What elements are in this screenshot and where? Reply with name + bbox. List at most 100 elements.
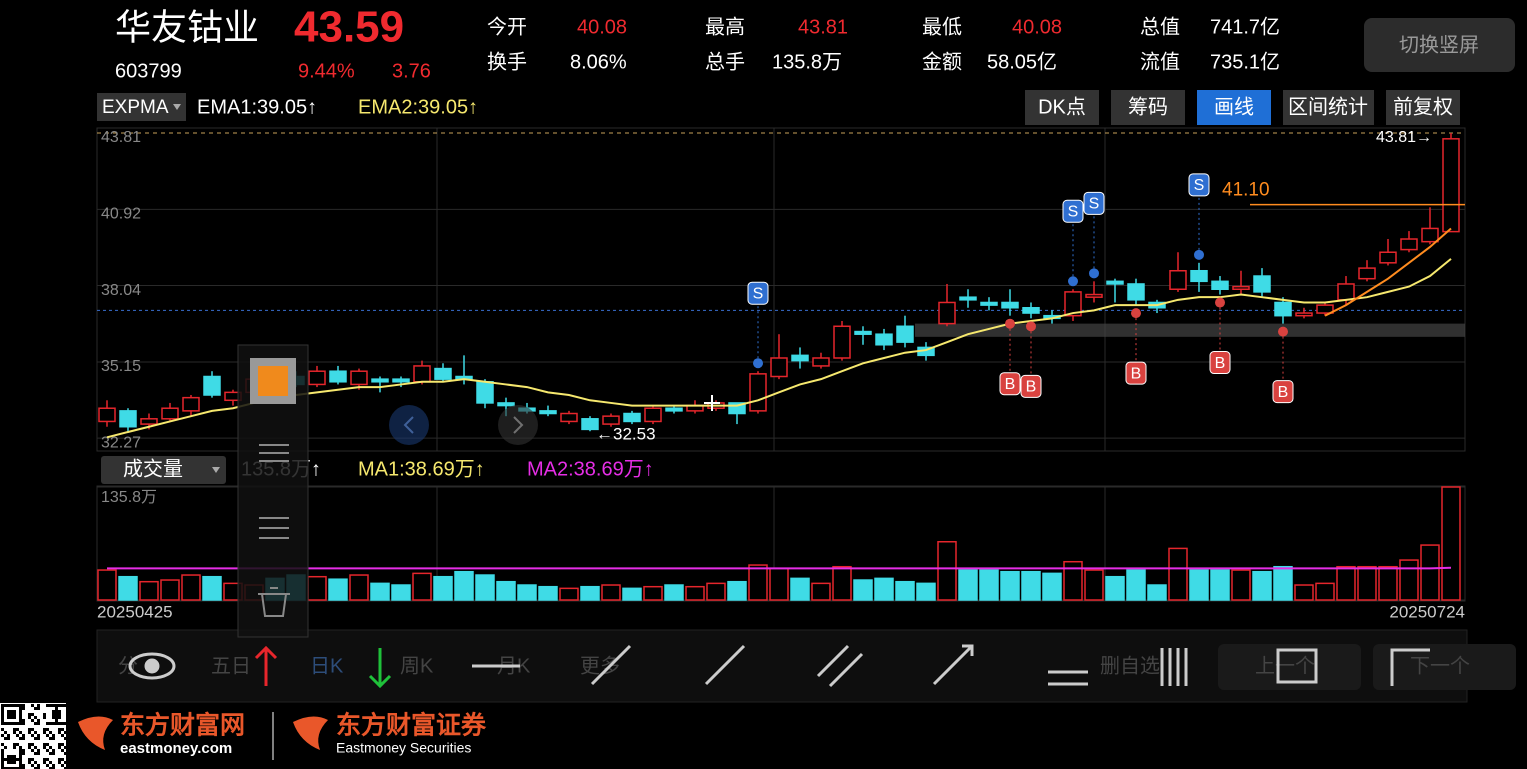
qr-cell — [46, 734, 49, 737]
switch-button[interactable] — [1364, 18, 1515, 72]
qr-cell — [19, 752, 22, 755]
color-swatch[interactable] — [258, 366, 288, 396]
pan-left[interactable] — [389, 405, 429, 445]
candle-body — [434, 367, 452, 380]
signal-label: B — [1005, 376, 1016, 393]
qr-cell — [16, 758, 19, 761]
button[interactable] — [1283, 90, 1374, 125]
dropdown-arrow — [212, 467, 220, 473]
candle-body — [1421, 227, 1439, 243]
qr-cell — [43, 758, 46, 761]
qr-cell — [52, 749, 55, 752]
qr-cell — [43, 728, 46, 731]
qr-cell — [37, 767, 40, 769]
qr-cell — [49, 761, 52, 764]
line-style-icons[interactable] — [258, 444, 290, 617]
qr-cell — [61, 764, 64, 767]
qr-cell — [58, 716, 61, 719]
volume-bar — [979, 569, 999, 601]
candle-body — [833, 325, 851, 359]
qr-cell — [58, 728, 61, 731]
volume-bar — [1168, 547, 1188, 601]
qr-cell — [52, 704, 55, 707]
qr-cell — [13, 728, 16, 731]
toolbar-button[interactable] — [1218, 644, 1361, 690]
button-label[interactable]: 区间统计 — [1288, 95, 1368, 118]
volume-bar — [97, 569, 117, 601]
button[interactable] — [1111, 90, 1185, 125]
qr-cell — [7, 710, 10, 713]
candle-body — [476, 381, 494, 404]
button-label[interactable]: 前复权 — [1393, 95, 1453, 118]
qr-cell — [16, 734, 19, 737]
qr-cell — [4, 758, 7, 761]
indicator-select[interactable] — [97, 93, 186, 121]
price: 43.59 — [294, 3, 404, 52]
volume-select[interactable] — [101, 456, 226, 484]
toolbar-item[interactable]: 五日 — [211, 655, 251, 677]
candle-body — [1001, 301, 1019, 309]
qr-cell — [37, 764, 40, 767]
drawing-tools[interactable] — [128, 644, 1430, 689]
volume-bar — [1021, 570, 1041, 601]
button[interactable] — [1197, 90, 1271, 125]
y-tick-label: 40.92 — [101, 206, 141, 223]
button-label[interactable]: DK点 — [1038, 95, 1086, 118]
volume-bar — [1273, 565, 1293, 601]
qr-cell — [22, 749, 25, 752]
qr-cell — [13, 713, 16, 716]
logo-mark — [78, 716, 113, 750]
qr-code — [0, 703, 67, 769]
switch-button-label[interactable]: 切换竖屏 — [1399, 33, 1479, 56]
stat-label: 流值 — [1140, 50, 1180, 73]
volume-bar — [1378, 565, 1398, 601]
qr-cell — [31, 764, 34, 767]
volume-bar — [643, 585, 663, 601]
chart-frame — [96, 127, 1466, 602]
volume-bar — [1189, 569, 1209, 601]
qr-cell — [28, 746, 31, 749]
button[interactable] — [1386, 90, 1460, 125]
qr-cell — [55, 716, 58, 719]
qr-cell — [34, 716, 37, 719]
qr-cell — [64, 752, 67, 755]
stat-value: 40.08 — [1012, 16, 1062, 38]
toolbar-item[interactable]: 删自选 — [1100, 654, 1160, 677]
qr-cell — [31, 743, 34, 746]
volume-bar — [349, 574, 369, 601]
support-zone — [915, 323, 1465, 337]
qr-cell — [4, 722, 7, 725]
button[interactable] — [1025, 90, 1099, 125]
qr-cell — [1, 707, 4, 710]
volume-bar — [538, 585, 558, 601]
indicator-name[interactable]: EXPMA — [102, 97, 169, 118]
button-label[interactable]: 画线 — [1214, 95, 1254, 118]
volume-bar — [1315, 582, 1335, 601]
toolbar-item[interactable]: 下一个 — [1410, 654, 1470, 677]
volume-label[interactable]: 成交量 — [123, 457, 183, 480]
volume-bar — [1126, 569, 1146, 601]
qr-cell — [58, 731, 61, 734]
toolbar-item[interactable]: 更多 — [580, 654, 620, 677]
arrow-icon — [403, 416, 414, 434]
toolbar-item[interactable]: 日K — [310, 655, 344, 677]
qr-cell — [34, 731, 37, 734]
qr-cell — [61, 743, 64, 746]
pan-right[interactable] — [498, 405, 538, 445]
qr-cell — [10, 761, 13, 764]
volume-bar — [1084, 569, 1104, 601]
qr-cell — [34, 737, 37, 740]
stat-label: 金额 — [922, 50, 962, 73]
toolbar-button[interactable] — [1373, 644, 1516, 690]
button-label[interactable]: 筹码 — [1128, 95, 1168, 118]
volume-bar — [1000, 570, 1020, 601]
candle-body — [1064, 291, 1082, 317]
qr-cell — [10, 755, 13, 758]
toolbar-item[interactable]: 周K — [400, 655, 434, 677]
toolbar-item[interactable]: 上一个 — [1255, 654, 1315, 677]
signal-box — [1020, 374, 1042, 398]
qr-cell — [52, 734, 55, 737]
qr-cell — [46, 764, 49, 767]
qr-cell — [10, 716, 13, 719]
volume-bar — [412, 572, 432, 601]
